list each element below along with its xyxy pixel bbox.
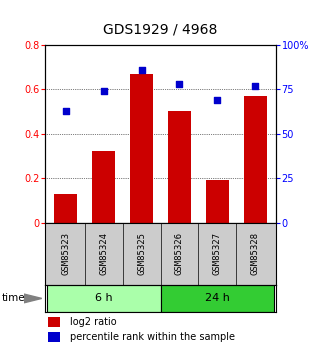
Text: log2 ratio: log2 ratio bbox=[70, 317, 117, 327]
Polygon shape bbox=[24, 294, 42, 303]
Point bbox=[139, 67, 144, 72]
Point bbox=[101, 88, 106, 94]
Text: time: time bbox=[2, 294, 25, 303]
Text: percentile rank within the sample: percentile rank within the sample bbox=[70, 332, 235, 342]
Point bbox=[253, 83, 258, 88]
Text: GSM85325: GSM85325 bbox=[137, 232, 146, 275]
Bar bbox=[55, 194, 77, 223]
Bar bbox=[47, 285, 160, 312]
Bar bbox=[92, 151, 115, 223]
Point bbox=[177, 81, 182, 87]
Point bbox=[215, 97, 220, 103]
Bar bbox=[244, 96, 266, 223]
Bar bbox=[48, 317, 60, 327]
Bar bbox=[48, 332, 60, 342]
Text: 6 h: 6 h bbox=[95, 294, 112, 303]
Text: 24 h: 24 h bbox=[205, 294, 230, 303]
Bar bbox=[206, 180, 229, 223]
Text: GSM85327: GSM85327 bbox=[213, 232, 222, 275]
Point bbox=[63, 108, 68, 114]
Text: GSM85328: GSM85328 bbox=[251, 232, 260, 275]
Text: GSM85326: GSM85326 bbox=[175, 232, 184, 275]
Text: GDS1929 / 4968: GDS1929 / 4968 bbox=[103, 22, 218, 36]
Bar bbox=[168, 111, 191, 223]
Text: GSM85323: GSM85323 bbox=[61, 232, 70, 275]
Bar bbox=[160, 285, 274, 312]
Text: GSM85324: GSM85324 bbox=[99, 232, 108, 275]
Bar bbox=[130, 74, 153, 223]
